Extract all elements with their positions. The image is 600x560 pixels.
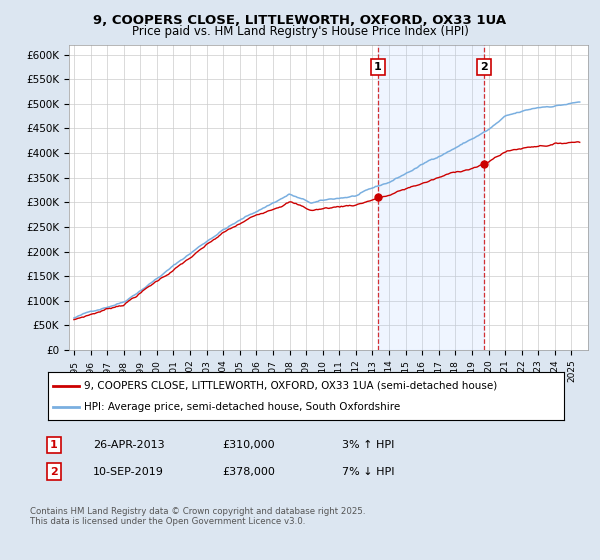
Text: 7% ↓ HPI: 7% ↓ HPI (342, 466, 395, 477)
Text: 2: 2 (50, 466, 58, 477)
Text: 26-APR-2013: 26-APR-2013 (93, 440, 164, 450)
Text: 1: 1 (50, 440, 58, 450)
Text: Price paid vs. HM Land Registry's House Price Index (HPI): Price paid vs. HM Land Registry's House … (131, 25, 469, 38)
Text: £378,000: £378,000 (222, 466, 275, 477)
Bar (378, 45, 484, 350)
Text: 9, COOPERS CLOSE, LITTLEWORTH, OXFORD, OX33 1UA: 9, COOPERS CLOSE, LITTLEWORTH, OXFORD, O… (94, 14, 506, 27)
Text: £310,000: £310,000 (222, 440, 275, 450)
Text: HPI: Average price, semi-detached house, South Oxfordshire: HPI: Average price, semi-detached house,… (84, 402, 400, 412)
Text: 10-SEP-2019: 10-SEP-2019 (93, 466, 164, 477)
Text: Contains HM Land Registry data © Crown copyright and database right 2025.
This d: Contains HM Land Registry data © Crown c… (30, 507, 365, 526)
Text: 3% ↑ HPI: 3% ↑ HPI (342, 440, 394, 450)
Text: 2: 2 (480, 62, 488, 72)
Text: 9, COOPERS CLOSE, LITTLEWORTH, OXFORD, OX33 1UA (semi-detached house): 9, COOPERS CLOSE, LITTLEWORTH, OXFORD, O… (84, 381, 497, 391)
Text: 1: 1 (374, 62, 382, 72)
